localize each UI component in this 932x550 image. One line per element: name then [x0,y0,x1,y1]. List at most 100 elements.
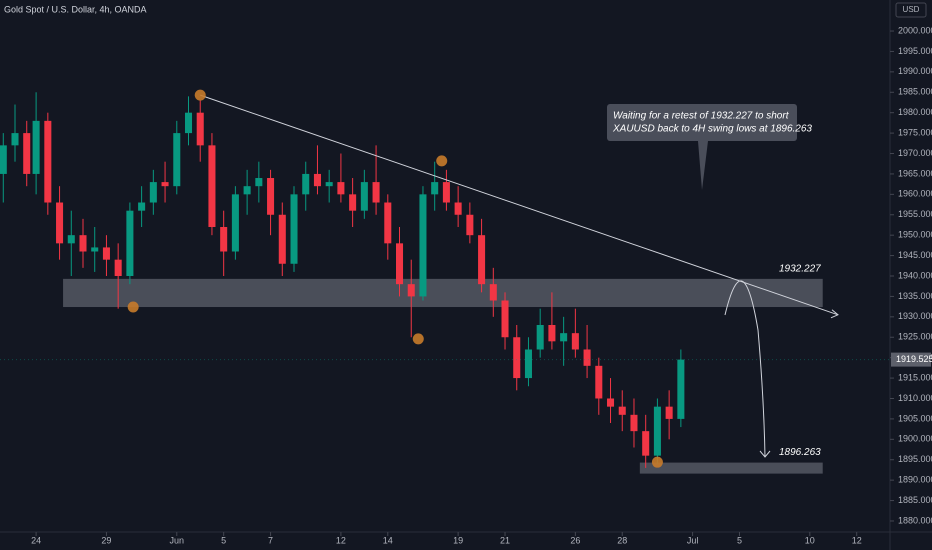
y-tick-label: 1925.000 [898,332,932,342]
candle-body [255,178,263,187]
candle-body [126,210,134,277]
candle-body [161,182,169,187]
candle-body [196,112,204,146]
y-tick-label: 1935.000 [898,291,932,301]
y-tick-label: 1980.000 [898,107,932,117]
candle-body [313,173,321,187]
currency[interactable]: USD [903,5,920,14]
candle-body [513,337,521,379]
swing-point [127,301,139,313]
plot: 1932.227 1896.263 [0,89,890,474]
candle-body [630,414,638,432]
x-tick-label: 12 [852,535,862,545]
candle-body [595,365,603,399]
candle-body [23,133,31,174]
candle-body [208,145,216,228]
callout-line: XAUUSD back to 4H swing lows at 1896.263 [612,124,812,135]
y-tick-label: 1890.000 [898,475,932,485]
x-tick-label: 5 [737,535,742,545]
x-tick-label: 29 [101,535,111,545]
x-tick-label: Jun [170,535,185,545]
candle-body [489,284,497,301]
swing-point [412,333,424,345]
candle-body [0,145,7,174]
candle-body [114,259,122,277]
candle-body [56,202,64,244]
candle-body [32,120,40,174]
y-tick-label: 1880.000 [898,515,932,525]
y-tick-label: 1975.000 [898,127,932,137]
y-tick-label: 1940.000 [898,270,932,280]
candle-body [67,235,75,244]
y-tick-label: 1885.000 [898,495,932,505]
y-tick-label: 1915.000 [898,372,932,382]
candle-body [677,359,685,419]
y-tick-label: 1990.000 [898,66,932,76]
trendline [200,94,839,316]
x-tick-label: 28 [617,535,627,545]
candle-body [454,202,462,215]
y-tick-label: 1950.000 [898,230,932,240]
candle-body [571,333,579,350]
callout-pointer [698,141,708,190]
x-tick-label: Jul [687,535,699,545]
candle-body [102,247,110,260]
candle-body [466,214,474,236]
candle-body [79,235,87,252]
candle-body [536,324,544,350]
candle-body [501,300,509,338]
y-tick-label: 1970.000 [898,148,932,158]
last-price-label: 1919.525 [896,354,932,364]
y-tick-label: 1905.000 [898,413,932,423]
swing-point [194,89,206,101]
candle-body [607,398,615,407]
candle-body [278,214,286,264]
candle-body [267,178,275,215]
candle-body [642,431,650,456]
candle-body [653,406,661,456]
y-tick-label: 1895.000 [898,454,932,464]
y-tick-label: 1960.000 [898,189,932,199]
zone [63,278,823,308]
candle-body [325,182,333,187]
candle-body [419,194,427,297]
y-tick-label: 1985.000 [898,87,932,97]
projection-arrow [724,280,766,458]
x-tick-label: 19 [453,535,463,545]
x-tick-label: 10 [805,535,815,545]
candle-body [337,182,345,195]
callout-box [607,104,797,141]
candle-body [384,202,392,244]
y-tick-label: 1955.000 [898,209,932,219]
chart-title: Gold Spot / U.S. Dollar, 4h, OANDA [4,4,147,14]
arrow-head [759,450,771,458]
x-tick-label: 12 [336,535,346,545]
currency-box[interactable] [895,2,927,18]
candle-body [372,182,380,203]
candle-body [91,247,99,252]
y-tick-label: 1930.000 [898,311,932,321]
x-tick-label: 7 [268,535,273,545]
candle-body [349,194,357,211]
candle-body [184,112,193,134]
last-price-tag [891,352,931,367]
swing-point [651,456,663,468]
y-tick-label: 1900.000 [898,434,932,444]
candle-body [243,186,251,195]
candle-body [431,182,439,195]
x-tick-label: 5 [221,535,226,545]
candle-body [290,194,298,264]
candle-body [407,284,415,297]
candle-body [442,182,450,203]
callout-line: Waiting for a retest of 1932.227 to shor… [613,111,790,122]
x-tick-label: 14 [383,535,393,545]
y-tick-label: 1965.000 [898,168,932,178]
candle-body [149,182,157,203]
candle-body [138,202,146,211]
candle-body [395,243,404,285]
candle-body [302,173,310,195]
candle-body [618,406,626,415]
y-tick-label: 1995.000 [898,46,932,56]
candle-body [231,194,239,252]
